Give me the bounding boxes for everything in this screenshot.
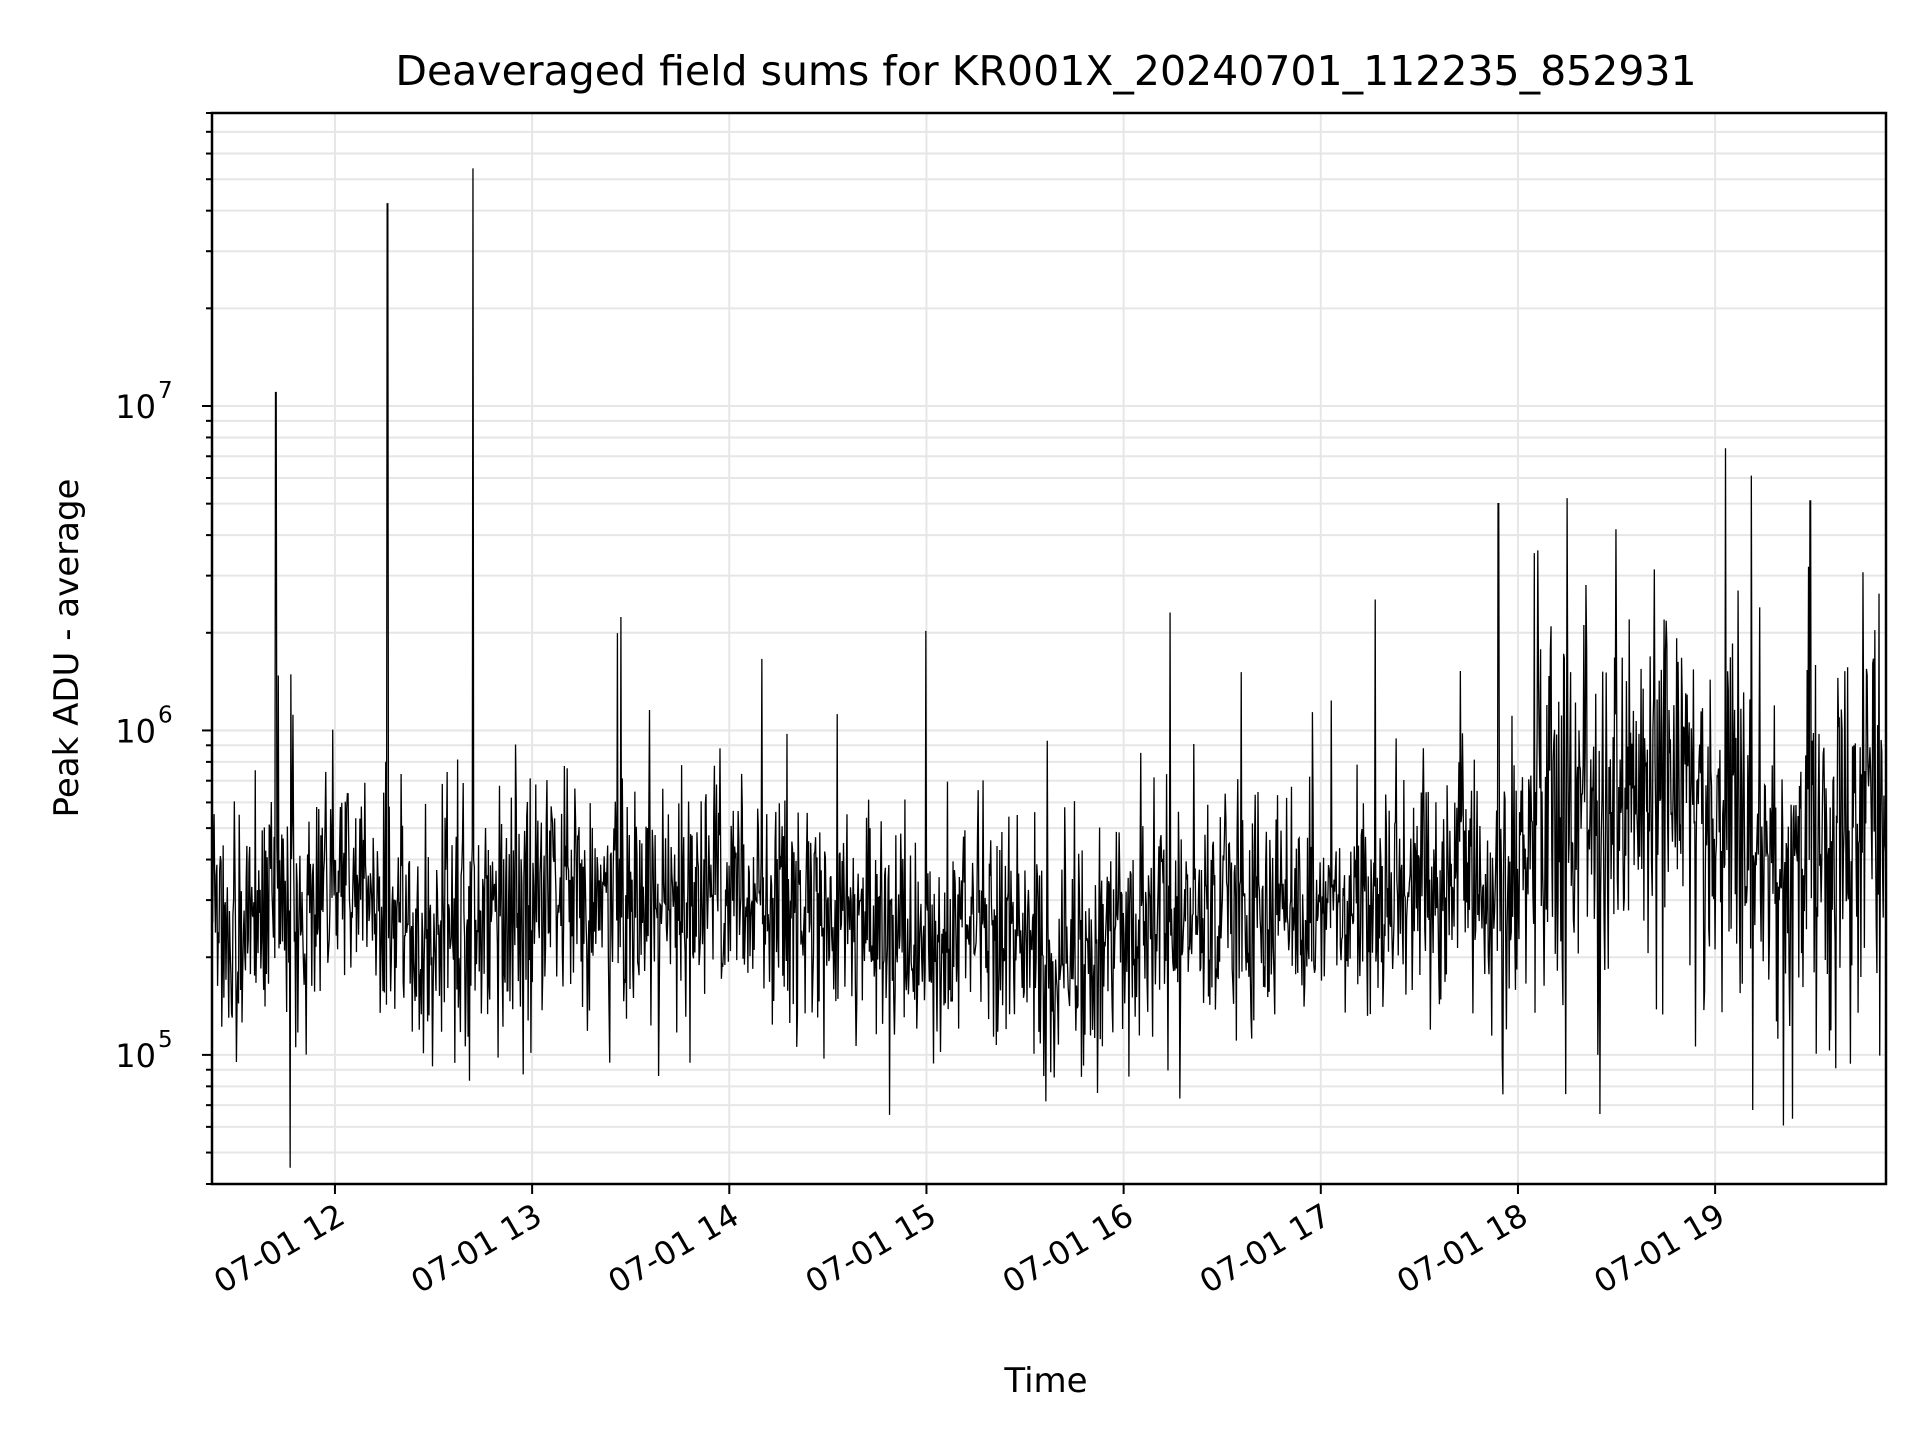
y-tick-exponent: 5 [158, 1027, 173, 1053]
x-axis-label: Time [1003, 1361, 1087, 1401]
axes-frame [210, 111, 1888, 1186]
series-line [211, 168, 1887, 1168]
y-tick-label: 10 [115, 1037, 156, 1075]
y-tick-label: 10 [115, 388, 156, 426]
y-tick-label: 10 [115, 712, 156, 750]
y-tick-exponent: 6 [158, 702, 173, 728]
chart-title: Deaveraged field sums for KR001X_2024070… [395, 47, 1696, 95]
y-axis-label: Peak ADU - average [47, 479, 87, 818]
plot-area [211, 168, 1887, 1168]
y-tick-exponent: 7 [158, 378, 173, 404]
